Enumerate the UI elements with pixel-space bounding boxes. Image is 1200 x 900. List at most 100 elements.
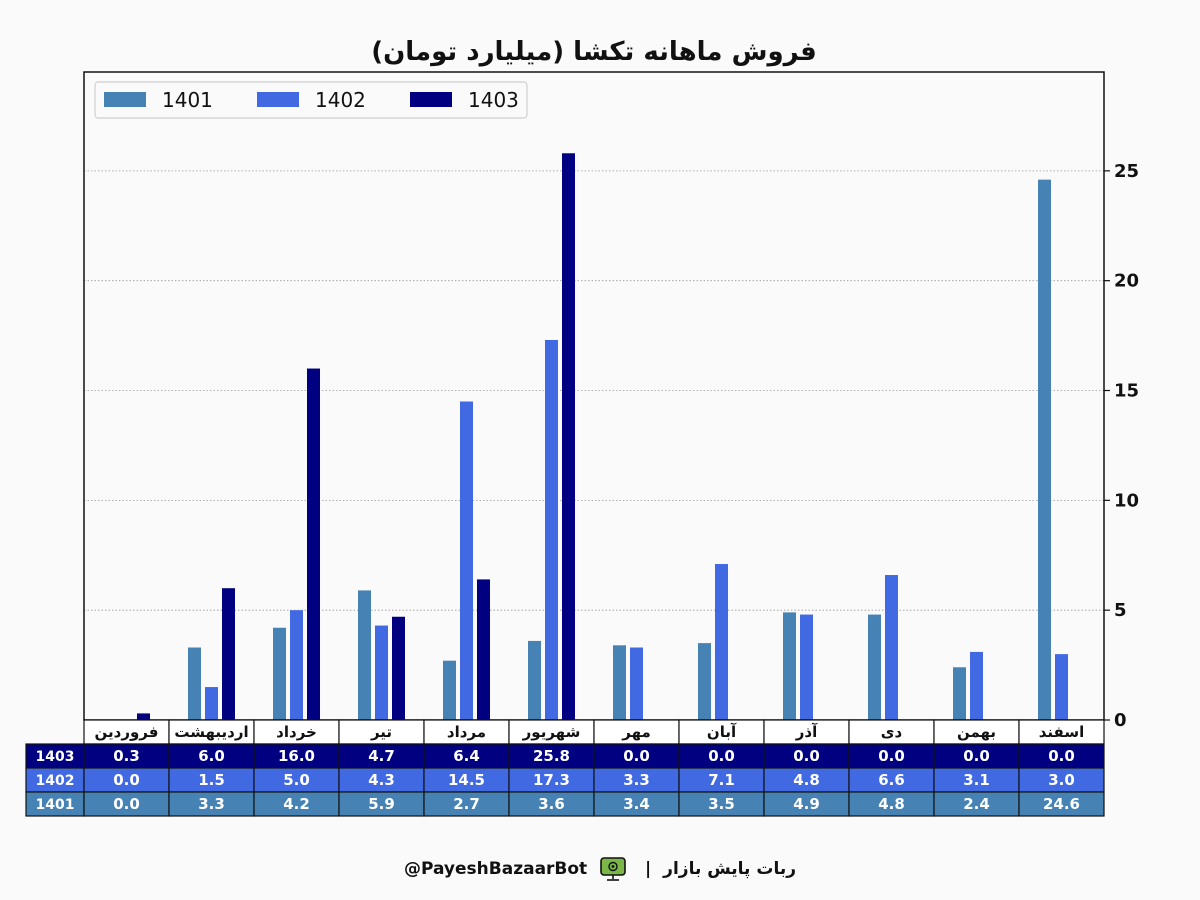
table-cell-value: 2.4 bbox=[963, 795, 990, 813]
table-cell bbox=[423, 767, 510, 793]
bar-1401 bbox=[273, 627, 286, 720]
bar-1402 bbox=[290, 610, 303, 720]
legend: 1401 1402 1403 bbox=[94, 81, 528, 119]
table-cell-value: 4.9 bbox=[793, 795, 820, 813]
table-cell-value: 0.0 bbox=[793, 747, 820, 765]
y-tick-label: 20 bbox=[1114, 271, 1139, 292]
table-row-label: 1402 bbox=[36, 773, 75, 789]
table-row-label: 1403 bbox=[36, 749, 75, 765]
table-cell-value: 7.1 bbox=[708, 771, 735, 789]
category-label: آذر bbox=[795, 723, 818, 741]
y-tick-label: 5 bbox=[1114, 600, 1127, 621]
bar-1401 bbox=[868, 614, 881, 720]
table-cell-value: 1.5 bbox=[198, 771, 225, 789]
table-header-cell bbox=[338, 719, 425, 745]
table-cell bbox=[338, 743, 425, 769]
table-cell-value: 0.0 bbox=[708, 747, 735, 765]
bar-1401 bbox=[528, 640, 541, 720]
y-tick-label: 25 bbox=[1114, 161, 1139, 182]
legend-label-1401: 1401 bbox=[162, 88, 213, 112]
bar-1402 bbox=[630, 647, 643, 720]
table-cell bbox=[253, 791, 340, 817]
bar-1401 bbox=[188, 647, 201, 720]
category-label: تیر bbox=[370, 723, 392, 741]
y-tick-label: 0 bbox=[1114, 710, 1127, 731]
table-cell-value: 4.7 bbox=[368, 747, 395, 765]
category-label: مرداد bbox=[447, 723, 486, 741]
bar-1401 bbox=[953, 667, 966, 720]
table-row-label-cell bbox=[25, 791, 85, 817]
bar-1403 bbox=[307, 368, 320, 720]
table-cell bbox=[1018, 791, 1105, 817]
bar-1403 bbox=[137, 713, 150, 720]
plot-background bbox=[84, 72, 1104, 720]
table-cell-value: 4.8 bbox=[878, 795, 905, 813]
table-cell-value: 3.1 bbox=[963, 771, 990, 789]
legend-swatch-1403 bbox=[410, 92, 452, 107]
category-label: بهمن bbox=[957, 723, 996, 741]
table-cell-value: 25.8 bbox=[533, 747, 570, 765]
table-cell-value: 5.9 bbox=[368, 795, 395, 813]
table-cell bbox=[423, 743, 510, 769]
table-cell bbox=[678, 767, 765, 793]
bar-1402 bbox=[885, 575, 898, 720]
data-table: فروردین اردیبهشت خرداد تیر مرداد شهریور مهر آبا… bbox=[25, 719, 1105, 817]
table-header-cell bbox=[423, 719, 510, 745]
bar-1402 bbox=[545, 339, 558, 720]
bar-1401 bbox=[613, 645, 626, 720]
bar-1402 bbox=[205, 687, 218, 720]
table-cell-value: 0.0 bbox=[113, 795, 140, 813]
y-axis: 0 5 10 15 20 25 bbox=[1104, 161, 1139, 731]
table-cell-value: 0.0 bbox=[113, 771, 140, 789]
legend-label-1403: 1403 bbox=[468, 88, 519, 112]
table-cell bbox=[848, 791, 935, 817]
table-header-cell bbox=[678, 719, 765, 745]
table-cell-value: 16.0 bbox=[278, 747, 315, 765]
table-header-cell bbox=[593, 719, 680, 745]
category-label: فروردین bbox=[95, 723, 159, 741]
bar-1402 bbox=[970, 651, 983, 720]
bar-1402 bbox=[460, 401, 473, 720]
table-cell bbox=[423, 791, 510, 817]
table-cell-value: 24.6 bbox=[1043, 795, 1080, 813]
bar-1403 bbox=[477, 579, 490, 720]
table-cell-value: 6.4 bbox=[453, 747, 480, 765]
bar-1402 bbox=[715, 564, 728, 720]
category-label: آبان bbox=[707, 723, 737, 741]
footer-handle: @PayeshBazaarBot bbox=[403, 859, 588, 879]
table-cell-value: 6.6 bbox=[878, 771, 905, 789]
table-cell-value: 3.6 bbox=[538, 795, 565, 813]
y-tick-label: 15 bbox=[1114, 381, 1139, 402]
bar-1401 bbox=[443, 660, 456, 720]
table-cell-value: 0.0 bbox=[878, 747, 905, 765]
footer-separator: | bbox=[645, 859, 652, 879]
table-cell-value: 0.0 bbox=[1048, 747, 1075, 765]
table-cell-value: 0.0 bbox=[623, 747, 650, 765]
bar-1401 bbox=[1038, 179, 1051, 720]
legend-swatch-1402 bbox=[257, 92, 299, 107]
bar-1402 bbox=[375, 625, 388, 720]
legend-frame bbox=[94, 81, 528, 119]
bars-group bbox=[137, 153, 1068, 720]
legend-swatch-1401 bbox=[104, 92, 146, 107]
table-cell-value: 4.8 bbox=[793, 771, 820, 789]
bot-monitor-icon bbox=[600, 857, 626, 881]
legend-label-1402: 1402 bbox=[315, 88, 366, 112]
bar-1401 bbox=[698, 643, 711, 720]
table-cell bbox=[338, 767, 425, 793]
table-cell bbox=[678, 791, 765, 817]
table-cell bbox=[848, 743, 935, 769]
table-header-cell bbox=[168, 719, 255, 745]
category-label: مهر bbox=[621, 723, 651, 741]
bar-chart: 0 5 10 15 20 25 فروش ماهانه تکشا (میلیارد توم… bbox=[25, 37, 1139, 817]
category-label: دی bbox=[881, 723, 903, 741]
table-cell-value: 4.3 bbox=[368, 771, 395, 789]
bar-1403 bbox=[222, 588, 235, 720]
bar-1401 bbox=[358, 590, 371, 720]
table-header-cell bbox=[933, 719, 1020, 745]
category-label: اسفند bbox=[1039, 723, 1084, 741]
table-cell-value: 14.5 bbox=[448, 771, 485, 789]
table-cell-value: 3.3 bbox=[198, 795, 225, 813]
bar-1401 bbox=[783, 612, 796, 720]
table-cell bbox=[83, 791, 170, 817]
